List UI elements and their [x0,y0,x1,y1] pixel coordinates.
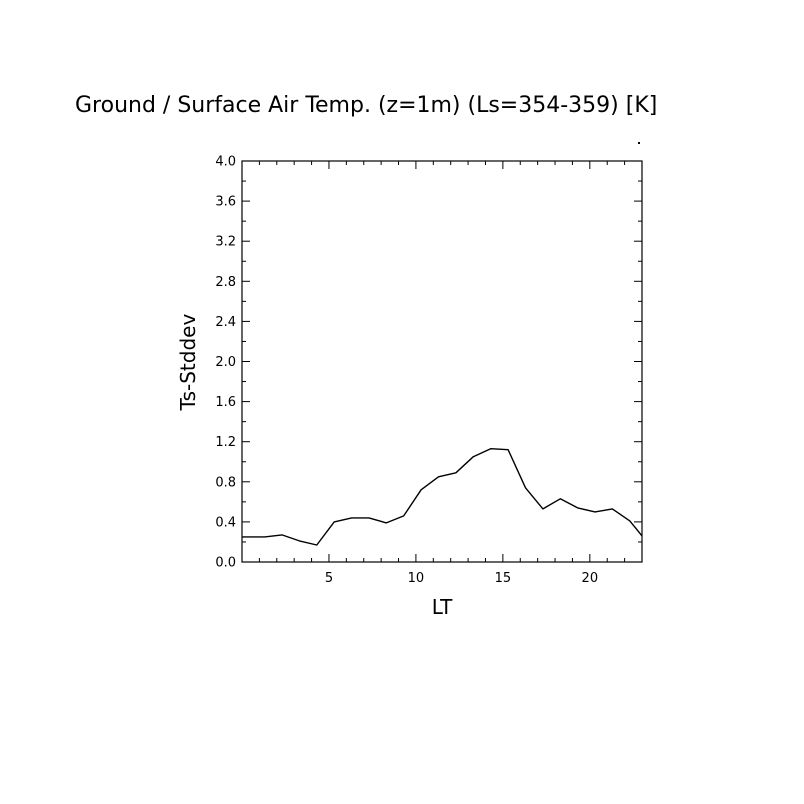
x-tick-label: 20 [582,571,599,586]
y-tick-label: 4.0 [215,155,236,170]
series-line [242,448,643,546]
x-axis-ticks [258,161,626,562]
y-tick-label: 2.4 [215,315,236,330]
y-tick-label: 3.2 [215,235,236,250]
x-tick-label: 10 [408,571,425,586]
x-tick-label: 15 [495,571,512,586]
y-axis-ticks [242,160,642,563]
y-tick-label: 0.4 [215,515,236,530]
chart-title: Ground / Surface Air Temp. (z=1m) (Ls=35… [75,93,657,118]
y-axis-tick-labels: 0.0 0.4 0.8 1.2 1.6 2.0 2.4 2.8 3.2 3.6 4.0 [215,155,236,571]
corner-dot [638,142,640,144]
y-tick-label: 3.6 [215,195,236,210]
x-tick-label: 5 [325,571,333,586]
x-axis-tick-labels: 5 10 15 20 [325,571,598,586]
y-tick-label: 1.2 [215,435,236,450]
y-tick-label: 2.8 [215,275,236,290]
plot-frame [241,160,643,563]
series-layer [242,448,643,546]
y-axis-label: Ts-Stddev [176,314,200,412]
y-tick-label: 0.8 [215,475,236,490]
y-tick-label: 1.6 [215,395,236,410]
y-tick-label: 0.0 [215,556,236,571]
x-axis-label: LT [432,595,453,619]
y-tick-label: 2.0 [215,355,236,370]
